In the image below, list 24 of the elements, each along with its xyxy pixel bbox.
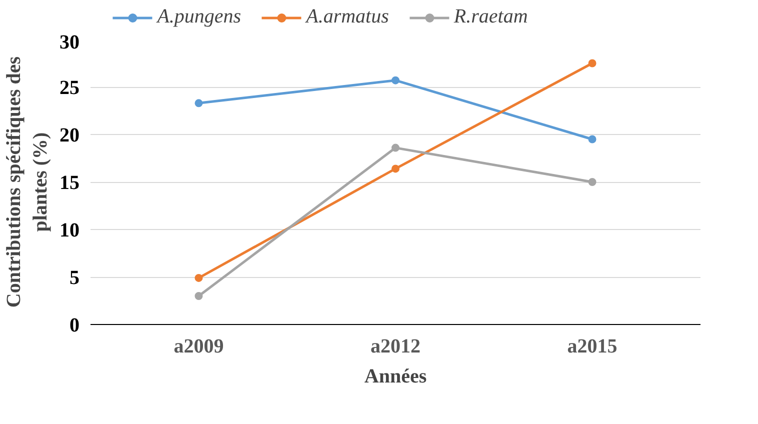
legend-label: R.raetam xyxy=(454,6,528,28)
y-tick-label: 30 xyxy=(60,32,80,54)
y-tick-label: 0 xyxy=(70,314,80,336)
y-tick-label: 10 xyxy=(60,220,80,242)
point xyxy=(194,274,203,282)
x-tick-label: a2012 xyxy=(370,336,420,358)
point xyxy=(194,99,203,108)
point xyxy=(588,178,596,186)
y-tick-label: 20 xyxy=(60,124,80,146)
y-axis-title: Contributions spécifiques des plantes (%) xyxy=(3,56,52,308)
point xyxy=(194,292,203,300)
y-tick-label: 5 xyxy=(70,267,80,289)
legend-label: A.armatus xyxy=(306,6,389,28)
y-tick-label: 25 xyxy=(60,77,80,99)
x-tick-label: a2009 xyxy=(174,336,224,358)
point xyxy=(392,76,400,84)
point xyxy=(588,135,596,144)
y-tick-label: 15 xyxy=(60,172,80,194)
legend-label: A.pungens xyxy=(157,6,242,28)
point xyxy=(392,164,400,173)
x-axis-title: Années xyxy=(364,366,427,388)
point xyxy=(392,144,400,152)
x-tick-label: a2015 xyxy=(567,336,618,358)
point xyxy=(588,59,596,68)
